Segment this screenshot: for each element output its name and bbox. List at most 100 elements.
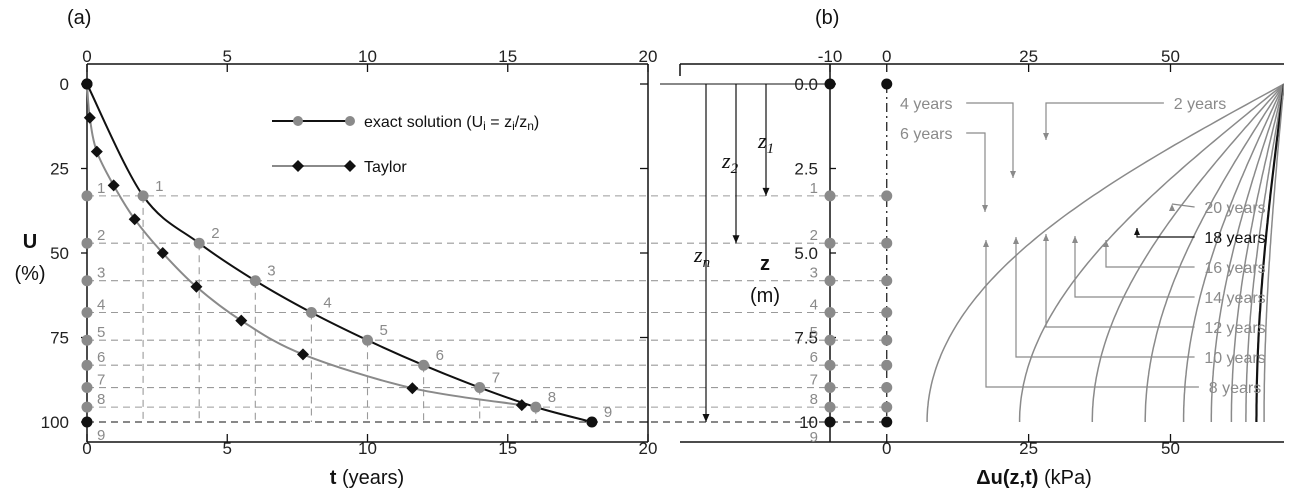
legend-marker-exact-1: [293, 116, 303, 126]
exact-point: [474, 382, 486, 394]
xlabel-a: t (years): [330, 467, 404, 489]
xtick-label-b-bottom: 50: [1161, 439, 1180, 458]
zero-line-point: [881, 334, 893, 346]
xtick-label-a-bottom: 15: [498, 439, 517, 458]
exact-point-label: 6: [436, 347, 444, 364]
isochrone-label-18-years: 18 years: [1204, 230, 1265, 247]
exact-point-label: 7: [492, 370, 500, 387]
exact-point: [586, 416, 598, 428]
isochrone-leader: [966, 132, 986, 212]
zero-line-point: [881, 306, 893, 318]
z-axis-point-label: 1: [810, 180, 818, 197]
depth-arrow-head: [762, 187, 770, 196]
left-axis-point-label: 6: [97, 349, 105, 366]
ytick-label-a: 50: [50, 244, 69, 263]
isochrone-leader: [1045, 102, 1164, 140]
isochrone-leader-arrow: [1043, 133, 1049, 140]
isochrone-leader: [966, 102, 1014, 178]
left-axis-point: [81, 382, 93, 394]
isochrone-leader: [1105, 240, 1195, 268]
xtick-label-a-top: 5: [223, 47, 232, 66]
isochrone-label-4-years: 4 years: [900, 96, 952, 113]
isochrone-leader-arrow: [1010, 171, 1016, 178]
left-axis-point-label: 9: [97, 427, 105, 444]
left-axis-point-label: 3: [97, 265, 105, 282]
xtick-label-b-top: 50: [1161, 47, 1180, 66]
left-axis-point-label: 7: [97, 372, 105, 389]
exact-point-label: 9: [604, 404, 612, 421]
xlabel-a-unit: (years): [336, 467, 404, 489]
exact-point-label: 4: [323, 294, 331, 311]
taylor-point: [235, 314, 248, 327]
left-axis-point: [81, 237, 93, 249]
legend-label-taylor: Taylor: [364, 159, 407, 176]
taylor-point: [107, 179, 120, 192]
depth-label: zn: [693, 242, 710, 271]
legend-marker-exact-2: [345, 116, 355, 126]
z-axis-point-label: 4: [810, 296, 818, 313]
panel-label-b: (b): [815, 7, 839, 29]
isochrone-group: [926, 83, 1284, 422]
isochrone-leader-arrow: [1134, 228, 1140, 235]
isochrone-leader: [1015, 237, 1195, 358]
ylabel-b-symbol: z: [760, 253, 770, 275]
z-axis-point: [824, 306, 836, 318]
xtick-label-a-top: 10: [358, 47, 377, 66]
z-axis-point: [824, 334, 836, 346]
ylabel-a-symbol: U: [23, 231, 37, 253]
isochrone-4-years: [1018, 83, 1284, 422]
taylor-point: [296, 348, 309, 361]
exact-point-label: 8: [548, 389, 556, 406]
xtick-label-a-bottom: 10: [358, 439, 377, 458]
isochrone-leader-arrow: [982, 205, 988, 212]
legend-marker-taylor-1: [292, 160, 304, 172]
exact-point: [137, 190, 149, 202]
isochrone-label-6-years: 6 years: [900, 126, 952, 143]
left-axis-point-label: 4: [97, 296, 105, 313]
z-axis-point: [824, 416, 836, 428]
xtick-label-a-top: 20: [639, 47, 658, 66]
left-axis-point: [81, 401, 93, 413]
xtick-label-a-top: 15: [498, 47, 517, 66]
xtick-label-a-bottom: 5: [223, 439, 232, 458]
zero-line-point: [881, 78, 893, 90]
ytick-label-b: 7.5: [794, 329, 818, 348]
left-axis-point-label: 8: [97, 391, 105, 408]
z-axis-point-label: 9: [810, 429, 818, 446]
xtick-label-b-bottom: 25: [1019, 439, 1038, 458]
exact-point-label: 5: [380, 322, 388, 339]
taylor-point: [128, 213, 141, 226]
series-taylor-line: [86, 83, 522, 407]
depth-label: z2: [721, 148, 739, 177]
exact-point: [362, 334, 373, 346]
xtick-label-b-top: -10: [818, 47, 843, 66]
z-axis-point-label: 5: [810, 324, 818, 341]
zero-line-point: [881, 382, 893, 394]
xlabel-b-unit: (kPa): [1038, 467, 1091, 489]
xtick-label-b-top: 25: [1019, 47, 1038, 66]
isochrone-leader-arrow: [983, 240, 989, 247]
taylor-point: [156, 247, 169, 259]
isochrone-14-years: [1230, 83, 1284, 422]
z-axis-point: [824, 78, 836, 90]
z-axis-point: [824, 275, 836, 287]
ytick-label-b: 0.0: [794, 75, 818, 94]
isochrone-6-years: [1091, 83, 1284, 422]
isochrone-leader-arrow: [1103, 240, 1109, 247]
ytick-label-b: 2.5: [794, 160, 818, 179]
isochrone-label-12-years: 12 years: [1204, 320, 1265, 337]
isochrone-leader: [1171, 203, 1195, 208]
isochrone-label-20-years: 20 years: [1204, 200, 1265, 217]
exact-point: [530, 401, 542, 413]
isochrone-12-years: [1210, 83, 1284, 422]
isochrone-leader-arrow: [1013, 237, 1019, 244]
taylor-point: [83, 111, 96, 124]
depth-arrow-head: [702, 414, 710, 422]
isochrone-20-years: [1263, 83, 1284, 422]
ylabel-b-unit: (m): [750, 285, 780, 307]
ytick-label-b: 10: [799, 413, 818, 432]
z-axis-point-label: 6: [810, 349, 818, 366]
zero-line-point: [881, 237, 893, 249]
taylor-point: [406, 382, 419, 395]
